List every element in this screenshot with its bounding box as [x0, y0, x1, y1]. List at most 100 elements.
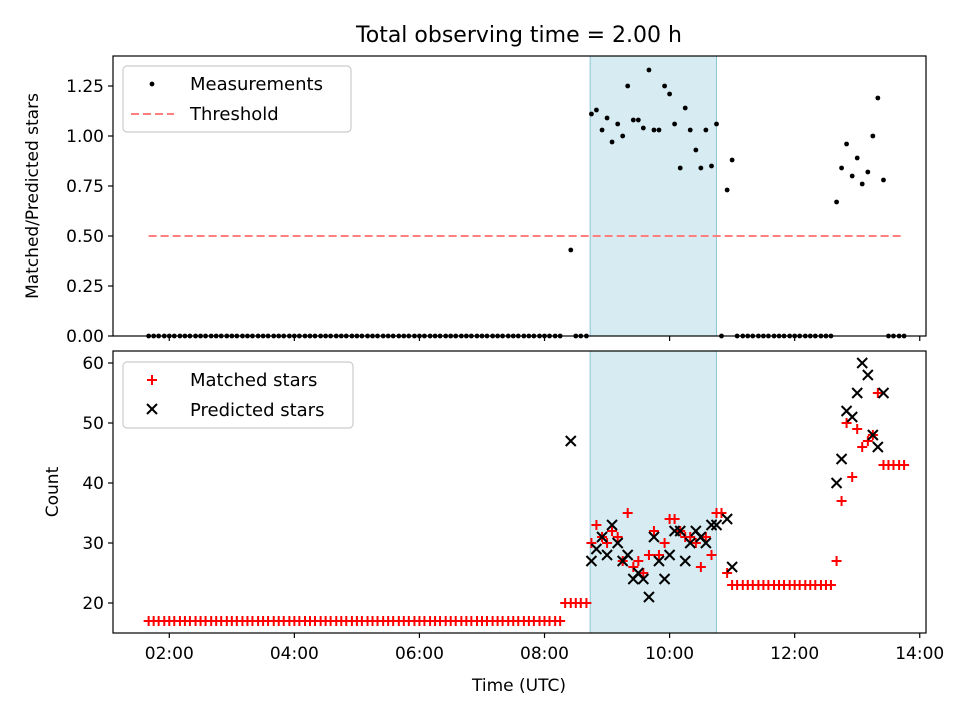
matched-stars-point [643, 550, 654, 560]
measurements-point [854, 155, 860, 161]
ratio-y-axis: 0.00 0.25 0.50 0.75 1.00 1.25 [66, 77, 113, 347]
ratio-legend-box [122, 65, 352, 133]
matched-stars-point [722, 568, 733, 578]
measurements-point [568, 247, 574, 253]
y-tick-label: 50 [82, 414, 104, 434]
measurements-point [729, 157, 735, 163]
measurements-point [604, 115, 610, 121]
measurements-point [714, 121, 719, 127]
matched-stars-point [716, 508, 727, 518]
predicted-stars-point [621, 549, 634, 561]
y-tick-label: 0.75 [66, 177, 104, 197]
measurements-point [609, 139, 615, 145]
measurements-point [724, 187, 730, 193]
measurements-point [630, 117, 636, 123]
matched-stars-point [628, 562, 639, 572]
predicted-stars-point [637, 573, 650, 585]
measurements-point [859, 181, 865, 187]
chart-title: Total observing time = 2.00 h [355, 23, 682, 48]
x-tick-label: 04:00 [270, 644, 319, 664]
measurements-point [651, 127, 657, 133]
predicted-stars-point [705, 519, 718, 531]
count-axes-frame [112, 350, 927, 634]
matched-stars-point [847, 472, 858, 482]
x-tick-label: 02:00 [145, 644, 194, 664]
count-y-axis-label: Count [43, 466, 63, 517]
x-tick-label: 08:00 [520, 644, 569, 664]
matched-stars-point [700, 532, 711, 542]
matched-stars-point [836, 496, 847, 506]
measurements-point [640, 125, 646, 131]
matched-stars-point [872, 388, 883, 398]
predicted-stars-point [611, 537, 624, 549]
matched-stars-point [586, 538, 597, 548]
measurements-point [875, 95, 881, 101]
matched-stars-point [831, 556, 842, 566]
count-series [143, 357, 910, 626]
predicted-legend-label: Predicted stars [190, 400, 324, 421]
y-tick-label: 0.25 [66, 277, 104, 297]
predicted-stars-point [565, 435, 577, 447]
x-tick-label: 14:00 [895, 644, 944, 664]
measurements-point [635, 117, 641, 123]
predicted-stars-point [663, 549, 676, 561]
predicted-stars-point [721, 513, 733, 525]
matched-stars-point [706, 550, 717, 560]
predicted-stars-point [700, 537, 712, 549]
measurements-point [615, 121, 621, 127]
matched-stars-point [841, 418, 852, 428]
measurements-point [839, 165, 844, 171]
measurements-point [834, 199, 839, 205]
count-x-axis-label: Time (UTC) [471, 676, 566, 696]
predicted-stars-point [601, 549, 613, 561]
matched-stars-point [852, 424, 863, 434]
matched-stars-point [607, 526, 618, 536]
measurements-legend-marker [149, 81, 155, 87]
predicted-stars-point [846, 411, 858, 423]
count-x-axis: 02:00 04:00 06:00 08:00 10:00 12:00 14:00 [145, 633, 944, 664]
predicted-stars-point [606, 519, 618, 531]
measurements-point [849, 173, 855, 179]
matched-stars-point [653, 550, 664, 560]
ratio-legend: Measurements Threshold [122, 65, 352, 133]
measurements-point [620, 133, 626, 139]
measurements-point [677, 165, 683, 171]
measurements-point [672, 121, 677, 127]
predicted-stars-point [643, 591, 655, 603]
predicted-stars-point [830, 477, 843, 489]
measurements-point [662, 83, 667, 89]
count-legend-box [122, 361, 354, 429]
matched-stars-point [669, 514, 680, 524]
matched-stars-point [659, 538, 670, 548]
matched-stars-point [857, 442, 868, 452]
measurements-point [709, 163, 714, 169]
matched-stars-point [622, 508, 633, 518]
predicted-stars-point [867, 429, 879, 441]
predicted-stars-point [658, 573, 671, 585]
matched-stars-point [638, 568, 649, 578]
measurements-point [703, 127, 709, 133]
measurements-point [693, 147, 699, 153]
matched-stars-point [685, 532, 696, 542]
y-tick-label: 40 [82, 474, 104, 494]
measurements-point [844, 141, 849, 147]
matched-stars-point [899, 460, 910, 470]
predicted-stars-point [872, 441, 884, 453]
matched-stars-point [602, 538, 613, 548]
measurements-legend-label: Measurements [190, 74, 323, 95]
highlight-span [589, 350, 717, 634]
matched-stars-point [862, 436, 873, 446]
ratio-x-axis [168, 336, 921, 341]
matched-stars-point [695, 562, 706, 572]
x-tick-label: 06:00 [395, 644, 444, 664]
matched-stars-point [690, 538, 701, 548]
ratio-axes-frame [112, 55, 927, 337]
predicted-stars-point [726, 561, 738, 573]
matched-stars-point [633, 556, 644, 566]
y-tick-label: 60 [82, 354, 104, 374]
measurements-point [656, 127, 662, 133]
predicted-stars-point [877, 387, 890, 399]
matched-stars-point [648, 526, 659, 536]
predicted-stars-point [648, 531, 660, 543]
